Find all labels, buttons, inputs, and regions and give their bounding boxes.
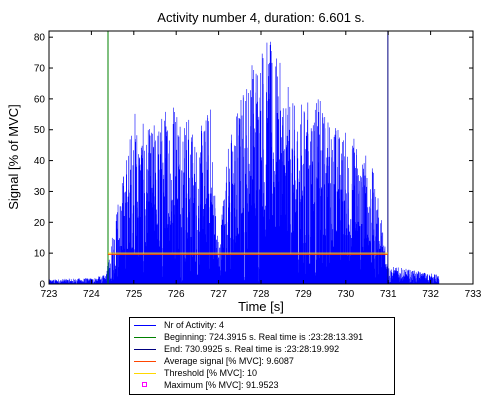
y-tick-label: 20	[34, 218, 46, 229]
x-tick-label: 723	[41, 289, 58, 300]
legend-item-beginning: Beginning: 724.3915 s. Real time is :23:…	[134, 332, 392, 343]
x-axis-label: Time [s]	[238, 299, 284, 314]
legend-item-activity: Nr of Activity: 4	[134, 320, 392, 331]
legend-swatch	[142, 382, 147, 387]
y-tick-label: 80	[34, 33, 46, 44]
y-ticks: 0 10 20 30 40 50 60 70 80	[34, 33, 473, 291]
legend-swatch	[134, 325, 156, 326]
chart-title: Activity number 4, duration: 6.601 s.	[157, 10, 364, 25]
x-tick-label: 730	[337, 289, 354, 300]
legend-item-threshold: Threshold [% MVC]: 10	[134, 368, 392, 379]
legend-item-maximum: Maximum [% MVC]: 91.9523	[134, 380, 392, 391]
y-axis-label: Signal [% of MVC]	[6, 104, 21, 210]
legend-item-end: End: 730.9925 s. Real time is :23:28:19.…	[134, 344, 392, 355]
x-tick-label: 726	[168, 289, 185, 300]
legend-swatch	[134, 373, 156, 374]
legend-label: Beginning: 724.3915 s. Real time is :23:…	[164, 332, 364, 342]
legend-swatch	[134, 349, 156, 350]
x-tick-label: 729	[295, 289, 312, 300]
x-tick-label: 728	[253, 289, 270, 300]
x-tick-label: 725	[125, 289, 142, 300]
legend-item-average: Average signal [% MVC]: 9.6087	[134, 356, 392, 367]
legend-label: Maximum [% MVC]: 91.9523	[164, 380, 279, 390]
x-tick-label: 731	[380, 289, 397, 300]
legend: Nr of Activity: 4 Beginning: 724.3915 s.…	[129, 317, 395, 395]
y-tick-label: 40	[34, 156, 46, 167]
x-tick-label: 732	[422, 289, 439, 300]
legend-swatch	[134, 337, 156, 338]
y-tick-label: 10	[34, 249, 46, 260]
y-tick-label: 70	[34, 64, 46, 75]
legend-label: Threshold [% MVC]: 10	[164, 368, 258, 378]
x-tick-label: 724	[83, 289, 100, 300]
x-tick-label: 727	[210, 289, 227, 300]
legend-swatch	[134, 361, 156, 362]
y-tick-label: 60	[34, 94, 46, 105]
y-tick-label: 30	[34, 187, 46, 198]
y-tick-label: 0	[39, 280, 45, 291]
x-ticks: 723 724 725 726 727 728 729 730 731 732 733	[41, 31, 482, 300]
legend-label: Nr of Activity: 4	[164, 320, 225, 330]
x-tick-label: 733	[465, 289, 482, 300]
legend-label: Average signal [% MVC]: 9.6087	[164, 356, 294, 366]
legend-label: End: 730.9925 s. Real time is :23:28:19.…	[164, 344, 340, 354]
y-tick-label: 50	[34, 125, 46, 136]
overlay-lines	[107, 31, 389, 284]
